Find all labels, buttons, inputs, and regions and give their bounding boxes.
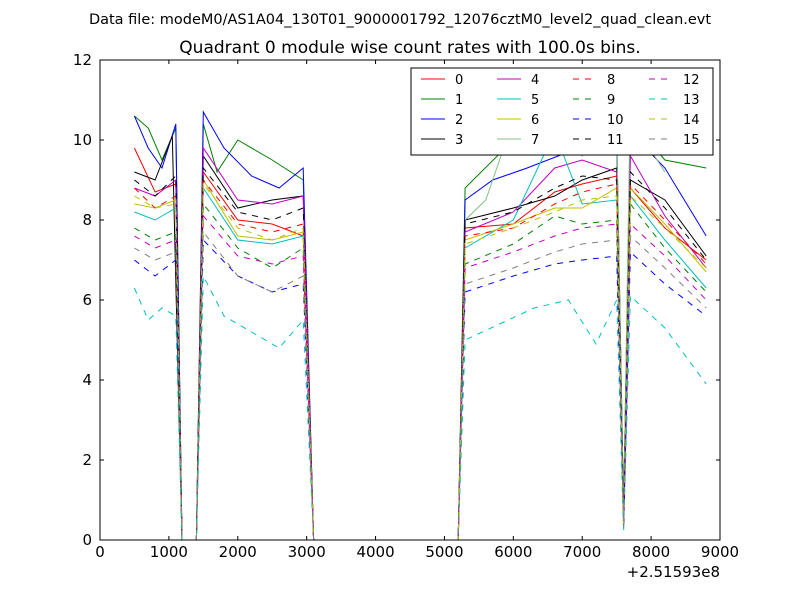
legend-label-3: 3 [455,133,463,148]
legend-label-11: 11 [607,133,624,148]
x-tick-label: 1000 [150,543,188,561]
figure-suptitle: Data file: modeM0/AS1A04_130T01_90000017… [89,12,711,28]
y-tick-label: 6 [82,291,92,309]
legend-frame [410,67,714,156]
legend-label-9: 9 [607,93,615,108]
legend-label-10: 10 [607,113,624,128]
legend-label-6: 6 [531,113,539,128]
x-tick-label: 8000 [632,543,670,561]
legend-label-2: 2 [455,113,463,128]
x-offset-label: +2.51593e8 [627,563,720,581]
legend-label-0: 0 [455,73,463,88]
legend-label-4: 4 [531,73,539,88]
x-tick-label: 4000 [356,543,394,561]
legend-label-8: 8 [607,73,615,88]
legend-label-12: 12 [683,73,700,88]
x-tick-label: 7000 [563,543,601,561]
y-tick-label: 8 [82,211,92,229]
series-line-15 [134,230,707,541]
legend-label-7: 7 [531,133,539,148]
x-tick-label: 0 [95,543,105,561]
legend-label-13: 13 [683,93,700,108]
y-tick-label: 0 [82,531,92,549]
y-tick-label: 2 [82,451,92,469]
y-tick-label: 10 [73,131,92,149]
chart-title: Quadrant 0 module wise count rates with … [179,38,640,58]
ticks-group: 0 1000 2000 3000 4000 5000 6000 7000 8000 9000 0 2 4… [73,51,739,561]
series-group [133,95,707,541]
x-tick-label: 9000 [701,543,739,561]
x-tick-label: 2000 [219,543,257,561]
legend-label-15: 15 [683,133,700,148]
x-tick-label: 6000 [494,543,532,561]
legend-label-5: 5 [531,93,539,108]
y-tick-label: 12 [73,51,92,69]
x-tick-label: 3000 [288,543,326,561]
legend-label-1: 1 [455,93,463,108]
x-tick-label: 5000 [425,543,463,561]
y-tick-label: 4 [82,371,92,389]
legend-label-14: 14 [683,113,700,128]
